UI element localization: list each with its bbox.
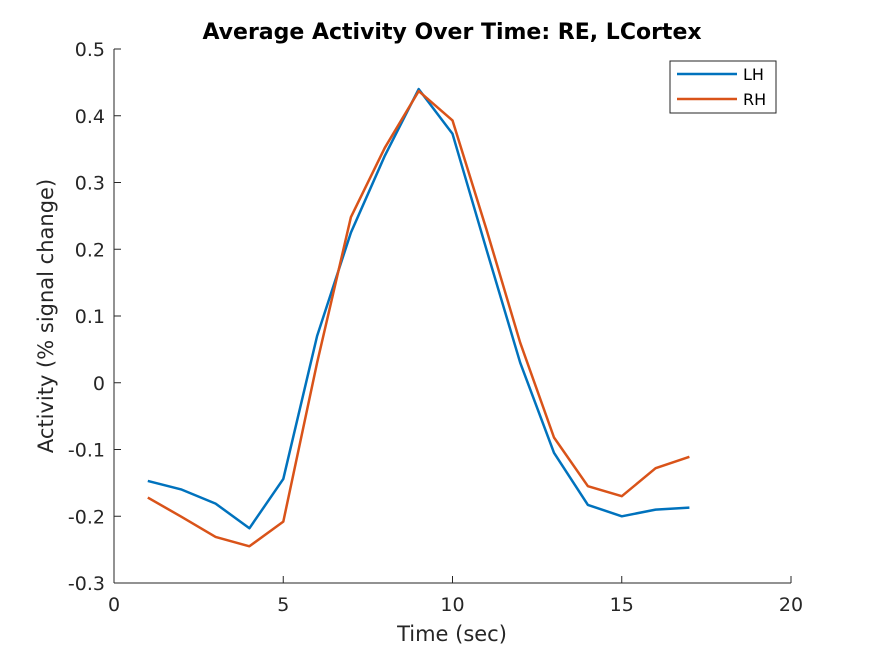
y-tick-label: 0.3 [75, 173, 105, 195]
y-tick-label: -0.1 [68, 440, 105, 462]
series-line-rh [147, 89, 690, 548]
y-tick-label: 0 [93, 373, 105, 395]
x-tick-label: 5 [277, 594, 289, 616]
chart-title: Average Activity Over Time: RE, LCortex [202, 20, 701, 45]
plot-lines [147, 87, 690, 548]
series-line-lh [147, 87, 690, 530]
x-tick-label: 0 [108, 594, 120, 616]
y-tick-label: -0.2 [68, 506, 105, 528]
legend-label-lh: LH [743, 65, 764, 84]
legend-box [669, 60, 777, 114]
x-tick-label: 15 [610, 594, 634, 616]
axes: 0 5 10 15 20 -0.3 -0.2 -0.1 0 0.1 0.2 0.3 0.4 0.5 [68, 39, 803, 616]
y-axis-label: Activity (% signal change) [34, 179, 58, 453]
y-tick-label: -0.3 [68, 573, 105, 595]
y-tick-label: 0.1 [75, 306, 105, 328]
legend-label-rh: RH [743, 90, 766, 109]
x-tick-label: 10 [440, 594, 464, 616]
x-tick-label: 20 [779, 594, 803, 616]
y-tick-label: 0.5 [75, 39, 105, 61]
legend: LH RH [669, 60, 777, 114]
y-tick-label: 0.4 [75, 106, 105, 128]
y-tick-label: 0.2 [75, 239, 105, 261]
x-axis-label: Time (sec) [396, 622, 507, 646]
